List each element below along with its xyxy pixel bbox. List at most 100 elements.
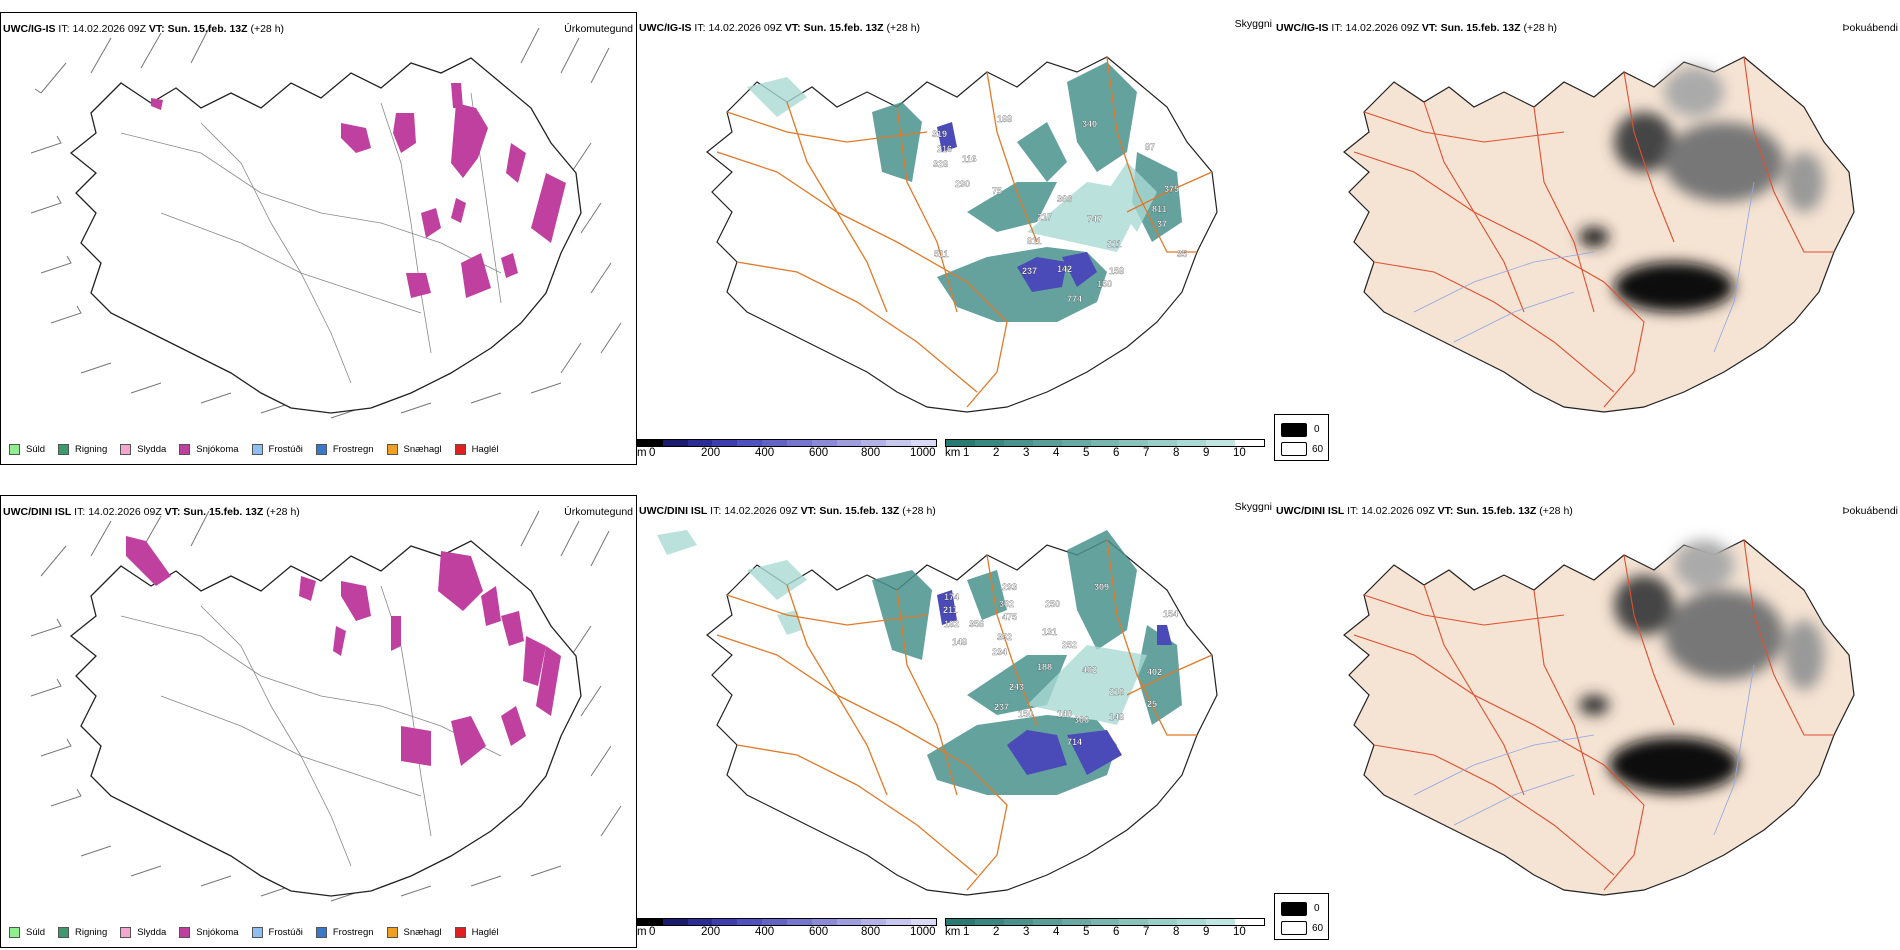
vis-label: 250	[1045, 599, 1060, 609]
visibility-map-row1: 319 188 340 216 328 116 87 290 75 366 37…	[706, 56, 1218, 413]
vis-label: 158	[1109, 266, 1124, 276]
vis-label: 811	[1027, 236, 1042, 246]
ceiling-tick: 800	[861, 926, 881, 938]
vis-label: 234	[992, 647, 1007, 657]
precip-panel-row1: UWC/IG-IS IT: 14.02.2026 09Z VT: Sun. 15…	[0, 12, 637, 465]
vis-label: 402	[1147, 667, 1162, 677]
fog-legend-row2: 0 60	[1274, 893, 1329, 940]
fog-legend-top-label: 0	[1314, 903, 1320, 914]
visibility-title-row2: Skyggni	[1234, 501, 1272, 513]
visibility-tick: 10	[1233, 447, 1246, 459]
legend-item-frostudi: Frostúði	[251, 444, 303, 455]
legend-item-rigning: Rigning	[58, 444, 107, 455]
visibility-colorbar-row1: km 1 2 3 4 5 6 7 8 9 10	[945, 439, 1270, 461]
vis-label: 252	[1062, 640, 1077, 650]
vis-label: 462	[1082, 665, 1097, 675]
vis-label: 131	[1042, 627, 1057, 637]
fog-map-row1	[1343, 56, 1855, 413]
ceiling-tick: 0	[649, 926, 656, 938]
fog-title-row1: Þokuábendi	[1842, 22, 1898, 34]
visibility-colorbar-swatches	[945, 918, 1265, 926]
legend-item-frostregn: Frostregn	[315, 444, 374, 455]
vis-label: 237	[994, 702, 1009, 712]
visibility-tick: 8	[1173, 447, 1180, 459]
vis-label: 211	[1107, 239, 1122, 249]
vis-label: 150	[1018, 709, 1033, 719]
vis-label: 150	[1097, 279, 1112, 289]
visibility-header-row1: UWC/IG-IS IT: 14.02.2026 09Z VT: Sun. 15…	[639, 22, 921, 34]
fog-header-row2: UWC/DINI ISL IT: 14.02.2026 09Z VT: Sun.…	[1276, 505, 1573, 517]
vis-label: 25	[1147, 699, 1157, 709]
visibility-tick: 9	[1203, 926, 1210, 938]
vis-label: 237	[1022, 266, 1037, 276]
ceiling-tick: 200	[701, 926, 721, 938]
visibility-tick: 1	[963, 447, 970, 459]
vis-label: 142	[1057, 264, 1072, 274]
fog-legend-white-swatch	[1281, 442, 1307, 456]
ceiling-unit: m	[637, 447, 647, 459]
vis-label: 375	[1164, 184, 1179, 194]
visibility-tick: 4	[1053, 447, 1060, 459]
vis-label: 714	[1067, 737, 1082, 747]
fog-title-row2: Þokuábendi	[1842, 505, 1898, 517]
ceiling-tick: 1000	[910, 447, 936, 459]
legend-item-slydda: Slydda	[120, 927, 166, 938]
vis-label: 87	[1145, 142, 1155, 152]
visibility-unit: km	[945, 447, 961, 459]
fog-legend-black-swatch	[1281, 902, 1307, 916]
visibility-tick: 2	[993, 926, 1000, 938]
visibility-tick: 6	[1113, 447, 1120, 459]
fog-map-row2	[1343, 539, 1855, 896]
fog-legend-bottom-label: 60	[1312, 923, 1324, 934]
fog-legend-row1: 0 60	[1274, 414, 1329, 461]
vis-label: 35	[1177, 249, 1187, 259]
vis-label: 511	[934, 249, 949, 259]
vis-label: 362	[999, 599, 1014, 609]
precip-map-row1	[30, 27, 622, 419]
vis-label: 811	[1152, 204, 1167, 214]
iceland-outline-row2	[69, 540, 582, 897]
visibility-tick: 3	[1023, 926, 1030, 938]
visibility-colorbar-swatches	[945, 439, 1265, 447]
visibility-tick: 4	[1053, 926, 1060, 938]
legend-item-sulid: Súld	[9, 444, 45, 455]
visibility-tick: 7	[1143, 447, 1150, 459]
vis-label: 319	[932, 129, 947, 139]
legend-item-frostudi: Frostúði	[251, 927, 303, 938]
precip-legend-row2: Súld Rigning Slydda Snjókoma Frostúði Fr…	[9, 927, 512, 938]
visibility-panel-row2: 293 309 174 362 250 211 475 154 182 356 …	[637, 495, 1274, 948]
vis-label: 154	[1163, 609, 1178, 619]
visibility-map-row2: 293 309 174 362 250 211 475 154 182 356 …	[657, 530, 1218, 896]
legend-item-snaehagl: Snæhagl	[386, 444, 442, 455]
ceiling-colorbar-row2: m 0 200 400 600 800 1000	[637, 918, 942, 940]
visibility-tick: 5	[1083, 926, 1090, 938]
precip-title-row2: Úrkomutegund	[564, 506, 633, 518]
legend-item-snaehagl: Snæhagl	[386, 927, 442, 938]
visibility-title-row1: Skyggni	[1234, 18, 1272, 30]
ceiling-tick: 200	[701, 447, 721, 459]
visibility-tick: 5	[1083, 447, 1090, 459]
iceland-outline-row1	[69, 57, 582, 414]
legend-item-hagle: Haglél	[454, 927, 499, 938]
fog-legend-top-label: 0	[1314, 424, 1320, 435]
vis-label: 306	[1074, 715, 1089, 725]
fog-header-row1: UWC/IG-IS IT: 14.02.2026 09Z VT: Sun. 15…	[1276, 22, 1558, 34]
vis-label: 75	[992, 186, 1002, 196]
vis-label: 293	[1002, 582, 1017, 592]
vis-label: 148	[952, 637, 967, 647]
ceiling-tick: 0	[649, 447, 656, 459]
visibility-header-row2: UWC/DINI ISL IT: 14.02.2026 09Z VT: Sun.…	[639, 505, 936, 517]
vis-label: 140	[1057, 709, 1072, 719]
vis-label: 37	[1157, 219, 1167, 229]
vis-label: 747	[1087, 214, 1102, 224]
fog-legend-white-swatch	[1281, 921, 1307, 935]
vis-label: 188	[997, 114, 1012, 124]
vis-label: 216	[937, 144, 952, 154]
precip-legend-row1: Súld Rigning Slydda Snjókoma Frostúði Fr…	[9, 444, 512, 455]
ceiling-tick: 1000	[910, 926, 936, 938]
ceiling-tick: 600	[809, 447, 829, 459]
fog-legend-bottom-label: 60	[1312, 444, 1324, 455]
vis-label: 174	[944, 592, 959, 602]
vis-label: 356	[969, 619, 984, 629]
precip-header-row2: UWC/DINI ISL IT: 14.02.2026 09Z VT: Sun.…	[3, 506, 300, 518]
